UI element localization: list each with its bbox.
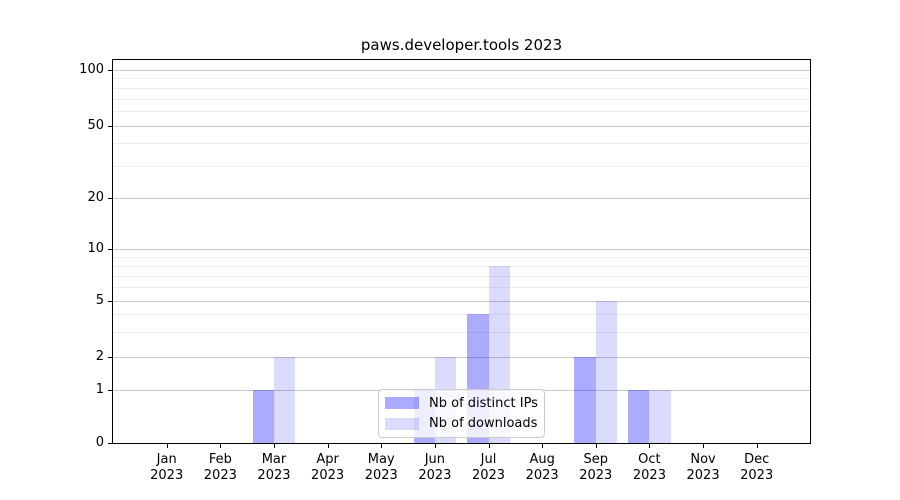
x-tick-month: Dec	[744, 452, 770, 467]
x-tick-year: 2023	[311, 468, 345, 483]
y-tick-100	[108, 70, 112, 71]
y-tick-label-100: 100	[79, 62, 104, 77]
legend-label-downloads: Nb of downloads	[429, 416, 538, 432]
legend-swatch-downloads-icon	[385, 417, 419, 430]
x-tick-year: 2023	[150, 468, 184, 483]
x-tick-label-dec: Dec 2023	[726, 452, 788, 484]
gridline-major-100	[113, 70, 810, 71]
y-tick-10	[108, 249, 112, 250]
x-tick-label-oct: Oct 2023	[618, 452, 680, 484]
x-tick-month: Jul	[480, 452, 497, 467]
gridline-major-2	[113, 356, 810, 358]
x-tick-month: Nov	[690, 452, 716, 467]
y-tick-label-10: 10	[87, 241, 104, 256]
legend-item: Nb of distinct IPs	[385, 393, 538, 413]
y-tick-label-2: 2	[95, 348, 104, 364]
bar-distinct-ips-mar	[252, 390, 274, 443]
gridline-minor-6	[113, 286, 810, 288]
bar-downloads-sep	[595, 300, 618, 443]
gridline-minor-7	[113, 275, 810, 277]
gridline-minor-80	[113, 87, 810, 89]
x-tick-year: 2023	[579, 468, 613, 483]
gridline-major-20	[113, 197, 810, 199]
x-tick-label-feb: Feb 2023	[189, 452, 251, 484]
y-tick-label-1: 1	[95, 382, 104, 397]
y-tick-label-50: 50	[87, 117, 104, 133]
x-tick-label-nov: Nov 2023	[672, 452, 734, 484]
gridline-minor-40	[113, 143, 810, 145]
y-tick-5	[108, 300, 112, 302]
x-tick-jun	[434, 444, 436, 448]
legend-label-distinct-ips: Nb of distinct IPs	[429, 395, 538, 411]
gridline-minor-8	[113, 265, 810, 267]
bar-distinct-ips-sep	[574, 356, 596, 443]
y-tick-2	[108, 356, 112, 358]
gridline-major-5	[113, 300, 810, 302]
x-tick-year: 2023	[203, 468, 237, 483]
x-tick-month: Sep	[583, 452, 609, 467]
legend-swatch-distinct-ips-icon	[385, 397, 419, 410]
x-tick-label-may: May 2023	[350, 452, 412, 484]
x-tick-year: 2023	[686, 468, 720, 483]
x-tick-mar	[273, 444, 275, 448]
x-tick-year: 2023	[471, 468, 506, 483]
bar-downloads-oct	[649, 390, 671, 443]
gridline-minor-90	[113, 78, 810, 80]
gridline-minor-60	[113, 110, 810, 112]
gridline-minor-4	[113, 314, 810, 316]
legend: Nb of distinct IPs Nb of downloads	[378, 389, 545, 438]
bar-distinct-ips-oct	[628, 390, 650, 443]
x-tick-label-jun: Jun 2023	[404, 452, 466, 484]
bar-downloads-mar	[273, 356, 296, 443]
x-tick-jan	[166, 444, 168, 448]
x-tick-label-sep: Sep 2023	[565, 452, 627, 484]
x-tick-label-mar: Mar 2023	[243, 452, 305, 484]
x-tick-apr	[327, 444, 329, 448]
chart-title: paws.developer.tools 2023	[360, 36, 563, 54]
x-tick-month: Jan	[156, 452, 177, 467]
x-tick-year: 2023	[257, 468, 291, 483]
x-tick-nov	[703, 444, 705, 448]
y-tick-label-20: 20	[87, 189, 104, 205]
x-tick-label-jul: Jul 2023	[458, 452, 520, 484]
x-tick-month: Jun	[424, 452, 446, 467]
x-tick-month: Aug	[529, 452, 555, 467]
x-tick-month: Feb	[208, 452, 232, 467]
x-tick-label-aug: Aug 2023	[511, 452, 573, 484]
x-tick-dec	[756, 444, 758, 448]
x-tick-year: 2023	[418, 468, 452, 483]
x-tick-year: 2023	[525, 468, 559, 483]
x-tick-jul	[488, 444, 490, 448]
y-tick-0	[108, 443, 112, 444]
x-tick-label-apr: Apr 2023	[297, 452, 359, 484]
x-tick-year: 2023	[364, 468, 398, 483]
gridline-minor-70	[113, 98, 810, 100]
x-tick-oct	[649, 444, 651, 448]
x-tick-month: Apr	[316, 452, 339, 467]
y-tick-1	[108, 390, 112, 391]
legend-item: Nb of downloads	[385, 414, 538, 434]
y-tick-label-5: 5	[95, 292, 104, 308]
gridline-minor-9	[113, 256, 810, 258]
gridline-major-10	[113, 249, 810, 250]
x-tick-label-jan: Jan 2023	[136, 452, 198, 484]
y-tick-20	[108, 197, 112, 199]
gridline-minor-30	[113, 165, 810, 167]
y-tick-50	[108, 125, 112, 127]
x-tick-year: 2023	[740, 468, 774, 483]
gridline-minor-3	[113, 331, 810, 333]
x-tick-sep	[595, 444, 597, 448]
x-tick-aug	[542, 444, 544, 448]
y-tick-label-0: 0	[95, 435, 104, 450]
x-tick-feb	[220, 444, 222, 448]
x-tick-month: Oct	[638, 452, 661, 467]
x-tick-month: May	[367, 452, 395, 467]
plot-area	[112, 59, 811, 444]
x-tick-year: 2023	[632, 468, 666, 483]
x-tick-month: Mar	[261, 452, 287, 467]
gridline-major-50	[113, 125, 810, 127]
x-tick-may	[381, 444, 383, 448]
